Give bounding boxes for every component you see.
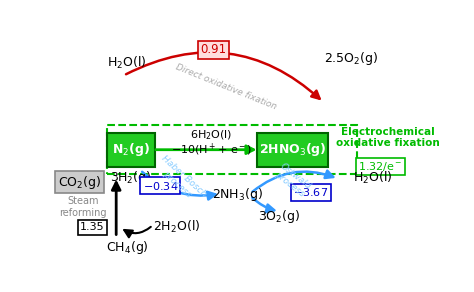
Text: N$_2$(g): N$_2$(g): [112, 141, 150, 158]
Text: Electrochemical
oxidative fixation: Electrochemical oxidative fixation: [336, 126, 440, 148]
Text: 3H$_2$(g): 3H$_2$(g): [110, 169, 152, 186]
FancyBboxPatch shape: [257, 133, 328, 166]
Text: 2HNO$_3$(g): 2HNO$_3$(g): [259, 141, 327, 158]
Text: $-$0.34: $-$0.34: [143, 180, 178, 192]
Text: 1.32/e$^-$: 1.32/e$^-$: [358, 160, 403, 173]
Text: 2H$_2$O(l): 2H$_2$O(l): [153, 219, 201, 235]
Text: 2NH$_3$(g): 2NH$_3$(g): [212, 186, 263, 203]
Text: H$_2$O(l): H$_2$O(l): [107, 55, 146, 71]
Text: Haber Bosch
process: Haber Bosch process: [153, 154, 208, 206]
Text: CH$_4$(g): CH$_4$(g): [106, 239, 149, 256]
Text: 2.5O$_2$(g): 2.5O$_2$(g): [324, 50, 378, 67]
Text: Ostwald
process: Ostwald process: [272, 161, 313, 199]
Text: Direct oxidative fixation: Direct oxidative fixation: [174, 62, 278, 111]
Text: 0.91: 0.91: [201, 43, 227, 56]
Text: 3O$_2$(g): 3O$_2$(g): [258, 208, 301, 225]
Text: H$_2$O(l): H$_2$O(l): [353, 170, 392, 186]
Text: Steam
reforming: Steam reforming: [59, 196, 107, 218]
Text: $-$3.67: $-$3.67: [293, 186, 328, 199]
Text: CO$_2$(g): CO$_2$(g): [58, 174, 101, 191]
FancyBboxPatch shape: [107, 133, 155, 166]
Text: $-$10(H$^+$+ e$^-$): $-$10(H$^+$+ e$^-$): [171, 142, 252, 158]
Text: 1.35: 1.35: [80, 222, 105, 232]
Text: 6H$_2$O(l): 6H$_2$O(l): [191, 128, 233, 142]
